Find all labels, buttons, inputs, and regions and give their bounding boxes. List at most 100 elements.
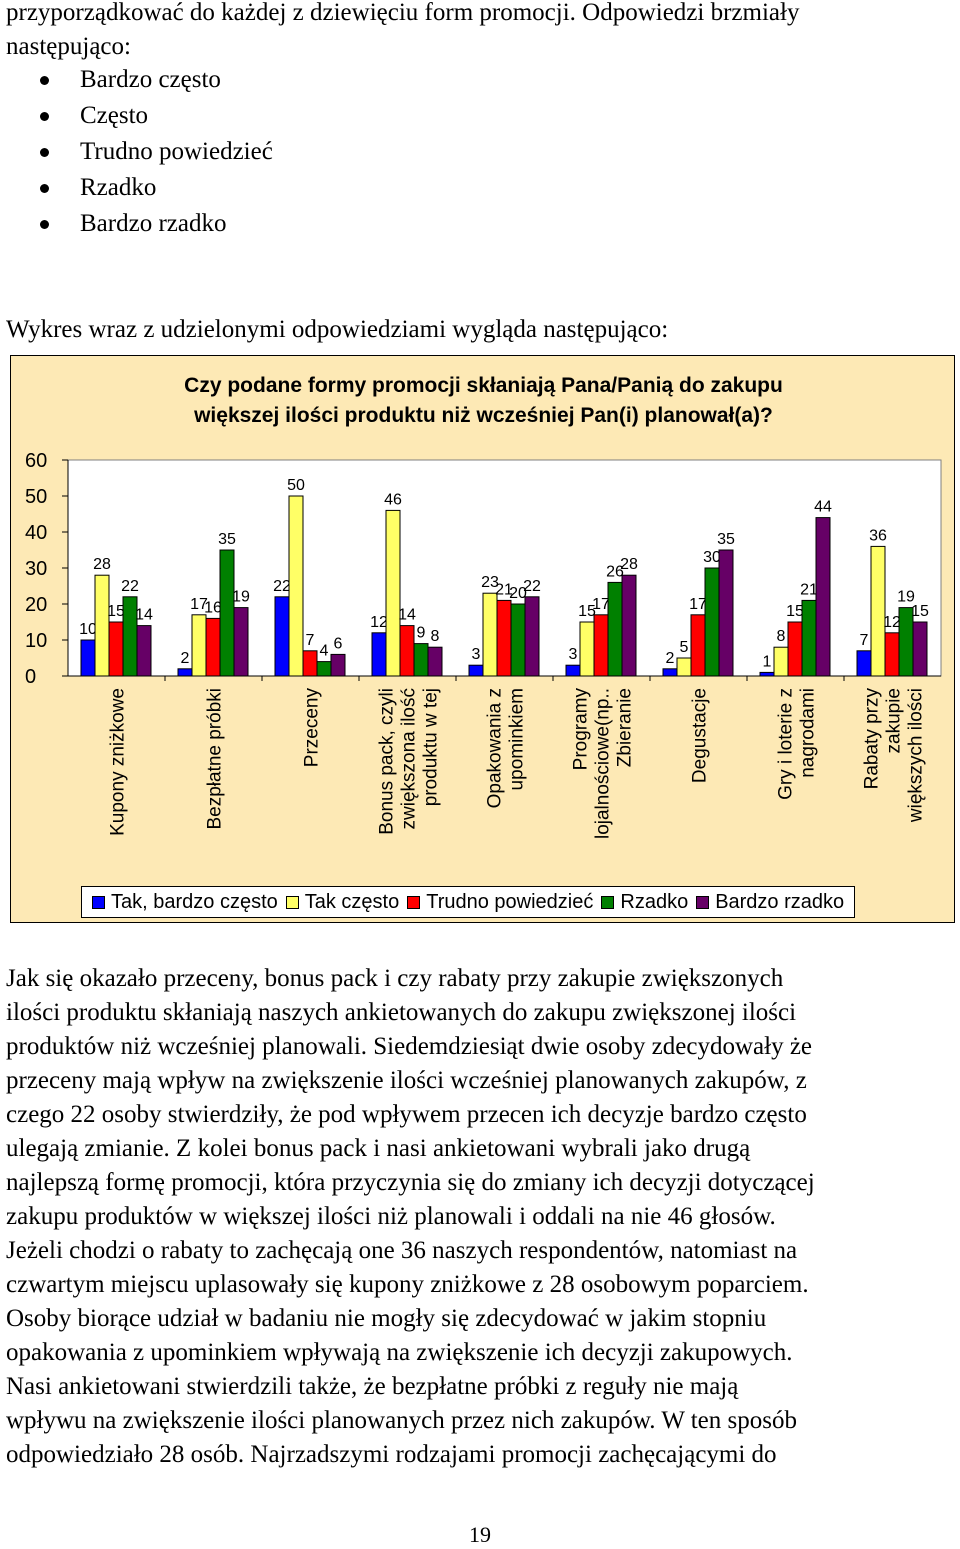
category-label: Bonus pack, czyli: [377, 688, 398, 835]
bar: [288, 495, 304, 677]
paragraph-line: zakupu produktów w większej ilości niż p…: [6, 1203, 776, 1230]
legend-swatch: [285, 895, 299, 909]
category-label: Przeceny: [302, 688, 323, 768]
paragraph-line: opakowania z upominkiem wpływają na zwię…: [6, 1339, 793, 1366]
bar: [662, 668, 678, 677]
chart-intro-text: Wykres wraz z udzielonymi odpowiedziami …: [6, 316, 669, 343]
paragraph-line: produktów niż wcześniej planowali. Siede…: [6, 1033, 813, 1060]
paragraph-line: przeceny mają wpływ na zwiększenie ilośc…: [6, 1067, 807, 1094]
paragraph-line: czwartym miejscu uplasowały się kupony z…: [6, 1271, 809, 1298]
bar: [870, 545, 886, 677]
data-label: 2: [181, 650, 190, 667]
bar: [510, 603, 526, 677]
paragraph-line: ilości produktu skłaniają naszych ankiet…: [6, 999, 797, 1026]
bar: [136, 625, 152, 677]
y-tick-label: 0: [25, 666, 36, 688]
bar: [108, 621, 124, 677]
data-label: 35: [218, 531, 236, 548]
data-label: 15: [786, 603, 804, 620]
paragraph-line: ulegają zmianie. Z kolei bonus pack i na…: [6, 1135, 751, 1162]
bar: [385, 509, 401, 677]
chart-title-line: większej ilości produktu niż wcześniej P…: [194, 404, 773, 427]
data-label: 26: [606, 563, 624, 580]
chart-container: Czy podane formy promocji skłaniają Pana…: [10, 355, 955, 923]
bar: [759, 671, 775, 677]
data-label: 2: [666, 650, 675, 667]
bar: [676, 657, 692, 677]
bar: [704, 567, 720, 677]
legend-item: Bardzo rzadko: [696, 891, 844, 914]
category-label: nagrodami: [798, 688, 819, 778]
category-label: produktu w tej: [421, 688, 442, 806]
data-label: 6: [334, 635, 343, 652]
category-label: zakupie: [884, 688, 905, 754]
paragraph-line: Nasi ankietowani stwierdzili także, że b…: [6, 1373, 739, 1400]
category-label: Rabaty przy: [862, 688, 883, 790]
data-label: 5: [680, 639, 689, 656]
category-label: zwiększona ilość: [399, 688, 420, 830]
bar: [912, 621, 928, 677]
y-tick-label: 60: [25, 450, 47, 472]
bar: [690, 614, 706, 677]
data-label: 4: [320, 643, 329, 660]
chart-legend: Tak, bardzo często Tak często Trudno powie…: [81, 886, 856, 918]
data-label: 21: [495, 581, 513, 598]
paragraph-line: Jeżeli chodzi o rabaty to zachęcają one …: [6, 1237, 798, 1264]
chart-title-line: Czy podane formy promocji skłaniają Pana…: [184, 374, 783, 397]
bar: [177, 668, 193, 677]
data-label: 17: [592, 596, 610, 613]
legend-item: Tak często: [285, 891, 399, 914]
page-number: 19: [469, 1522, 491, 1547]
paragraph-line: najlepszą formę promocji, która przyczyn…: [6, 1169, 815, 1196]
category-label: Programy: [571, 688, 592, 771]
data-label: 14: [398, 607, 416, 624]
data-label: 14: [135, 607, 153, 624]
bar: [371, 632, 387, 677]
data-label: 28: [620, 556, 638, 573]
data-label: 15: [578, 603, 596, 620]
bar: [274, 596, 290, 677]
data-label: 35: [717, 531, 735, 548]
bar: [219, 549, 235, 677]
category-label: Bezpłatne próbki: [205, 688, 226, 830]
data-label: 50: [287, 477, 305, 494]
bar: [191, 614, 207, 677]
legend-item: Rzadko: [601, 891, 688, 914]
bar: [801, 599, 817, 677]
data-label: 8: [777, 628, 786, 645]
bar: [815, 517, 831, 677]
paragraph-line: Osoby biorące udział w badaniu nie mogły…: [6, 1305, 767, 1332]
data-label: 7: [860, 632, 869, 649]
y-tick-label: 20: [25, 594, 47, 616]
legend-item: Tak, bardzo często: [92, 891, 278, 914]
answer-options-list: Bardzo często Często Trudno powiedzieć R…: [40, 62, 273, 242]
bar: [316, 661, 332, 677]
bar: [80, 639, 96, 677]
answer-option: Często: [40, 98, 273, 134]
data-label: 19: [897, 589, 915, 606]
data-label: 12: [883, 614, 901, 631]
bar: [427, 646, 443, 677]
y-tick-label: 10: [25, 630, 47, 652]
bar: [233, 607, 249, 677]
y-tick-label: 50: [25, 486, 47, 508]
category-label: Degustacje: [690, 688, 711, 783]
answer-option: Trudno powiedzieć: [40, 134, 273, 170]
intro-line-2: następująco:: [6, 33, 131, 60]
data-label: 36: [869, 527, 887, 544]
bar: [482, 592, 498, 677]
bar: [621, 574, 637, 677]
bar: [468, 664, 484, 677]
data-label: 3: [569, 646, 578, 663]
intro-line-1: przyporządkować do każdej z dziewięciu f…: [6, 0, 800, 26]
paragraph-line: Jak się okazało przeceny, bonus pack i c…: [6, 965, 784, 992]
data-label: 22: [523, 578, 541, 595]
bar: [718, 549, 734, 677]
bar: [579, 621, 595, 677]
legend-label: Rzadko: [620, 890, 689, 913]
bar: [773, 646, 789, 677]
data-label: 19: [232, 589, 250, 606]
bar: [856, 650, 872, 677]
category-label: Kupony zniżkowe: [108, 688, 129, 836]
data-label: 46: [384, 491, 402, 508]
